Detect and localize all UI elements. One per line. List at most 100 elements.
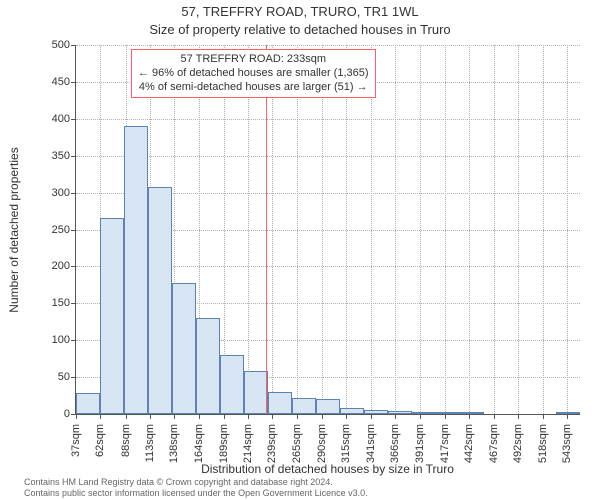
x-tick-label: 189sqm	[218, 424, 230, 463]
x-tick-label: 492sqm	[512, 424, 524, 463]
x-tick-mark	[518, 414, 519, 419]
y-tick-label: 400	[10, 113, 70, 125]
gridline-vertical	[567, 45, 568, 414]
histogram-bar	[436, 412, 460, 414]
x-tick-label: 62sqm	[94, 424, 106, 457]
x-tick-label: 341sqm	[365, 424, 377, 463]
gridline-vertical	[469, 45, 470, 414]
x-tick-mark	[445, 414, 446, 419]
histogram-bar	[388, 411, 412, 414]
x-tick-mark	[371, 414, 372, 419]
histogram-bar	[292, 398, 316, 414]
y-tick-mark	[71, 303, 76, 304]
x-tick-label: 391sqm	[414, 424, 426, 463]
gridline-horizontal	[76, 156, 580, 157]
x-tick-label: 164sqm	[193, 424, 205, 463]
x-tick-mark	[126, 414, 127, 419]
histogram-bar	[268, 392, 292, 414]
x-tick-label: 543sqm	[561, 424, 573, 463]
attribution-footer: Contains HM Land Registry data © Crown c…	[24, 477, 368, 498]
y-tick-label: 500	[10, 39, 70, 51]
x-tick-mark	[248, 414, 249, 419]
footer-line-1: Contains HM Land Registry data © Crown c…	[24, 477, 368, 487]
gridline-vertical	[518, 45, 519, 414]
histogram-bar	[556, 412, 580, 414]
y-tick-mark	[71, 377, 76, 378]
annotation-line: 57 TREFFRY ROAD: 233sqm	[138, 53, 369, 67]
reference-line	[266, 45, 267, 414]
plot-area: 37sqm62sqm88sqm113sqm138sqm164sqm189sqm2…	[75, 45, 580, 415]
gridline-horizontal	[76, 119, 580, 120]
x-tick-label: 214sqm	[242, 424, 254, 463]
histogram-bar	[196, 318, 220, 414]
x-tick-label: 315sqm	[340, 424, 352, 463]
y-tick-label: 250	[10, 224, 70, 236]
x-tick-mark	[76, 414, 77, 419]
x-tick-mark	[346, 414, 347, 419]
y-tick-label: 100	[10, 334, 70, 346]
x-tick-label: 239sqm	[266, 424, 278, 463]
x-tick-label: 442sqm	[463, 424, 475, 463]
x-tick-label: 265sqm	[291, 424, 303, 463]
histogram-bar	[76, 393, 100, 414]
y-tick-label: 50	[10, 371, 70, 383]
x-tick-label: 417sqm	[439, 424, 451, 463]
x-tick-label: 88sqm	[120, 424, 132, 457]
histogram-bar	[460, 412, 484, 414]
gridline-vertical	[445, 45, 446, 414]
x-tick-mark	[322, 414, 323, 419]
x-tick-mark	[150, 414, 151, 419]
y-tick-label: 150	[10, 297, 70, 309]
annotation-line: 4% of semi-detached houses are larger (5…	[138, 81, 369, 95]
x-tick-label: 467sqm	[488, 424, 500, 463]
x-tick-mark	[543, 414, 544, 419]
gridline-horizontal	[76, 45, 580, 46]
y-tick-mark	[71, 119, 76, 120]
gridline-vertical	[420, 45, 421, 414]
x-tick-label: 138sqm	[168, 424, 180, 463]
y-tick-mark	[71, 82, 76, 83]
histogram-bar	[364, 410, 388, 414]
y-tick-label: 450	[10, 76, 70, 88]
y-tick-label: 200	[10, 260, 70, 272]
y-tick-mark	[71, 193, 76, 194]
y-tick-mark	[71, 156, 76, 157]
y-tick-label: 350	[10, 150, 70, 162]
gridline-vertical	[297, 45, 298, 414]
x-tick-mark	[297, 414, 298, 419]
x-tick-label: 366sqm	[389, 424, 401, 463]
chart-title-main: 57, TREFFRY ROAD, TRURO, TR1 1WL	[0, 4, 600, 19]
x-tick-mark	[494, 414, 495, 419]
y-tick-mark	[71, 230, 76, 231]
x-tick-mark	[224, 414, 225, 419]
histogram-bar	[244, 371, 268, 414]
y-tick-mark	[71, 266, 76, 267]
x-tick-label: 518sqm	[537, 424, 549, 463]
x-tick-mark	[272, 414, 273, 419]
gridline-vertical	[248, 45, 249, 414]
histogram-bar	[172, 283, 196, 414]
gridline-vertical	[272, 45, 273, 414]
x-tick-mark	[420, 414, 421, 419]
x-tick-mark	[174, 414, 175, 419]
x-tick-mark	[395, 414, 396, 419]
gridline-vertical	[346, 45, 347, 414]
x-tick-label: 290sqm	[316, 424, 328, 463]
x-axis-title: Distribution of detached houses by size …	[75, 462, 580, 476]
histogram-bar	[148, 187, 172, 414]
y-tick-mark	[71, 340, 76, 341]
y-tick-label: 300	[10, 187, 70, 199]
annotation-line: ← 96% of detached houses are smaller (1,…	[138, 67, 369, 81]
chart-title-sub: Size of property relative to detached ho…	[0, 22, 600, 37]
histogram-bar	[316, 399, 340, 414]
histogram-bar	[100, 218, 124, 414]
annotation-box: 57 TREFFRY ROAD: 233sqm← 96% of detached…	[131, 49, 376, 98]
gridline-vertical	[371, 45, 372, 414]
gridline-vertical	[543, 45, 544, 414]
chart-container: 57, TREFFRY ROAD, TRURO, TR1 1WL Size of…	[0, 0, 600, 500]
y-tick-mark	[71, 45, 76, 46]
histogram-bar	[220, 355, 244, 414]
histogram-bar	[412, 412, 436, 414]
gridline-vertical	[494, 45, 495, 414]
y-tick-label: 0	[10, 408, 70, 420]
